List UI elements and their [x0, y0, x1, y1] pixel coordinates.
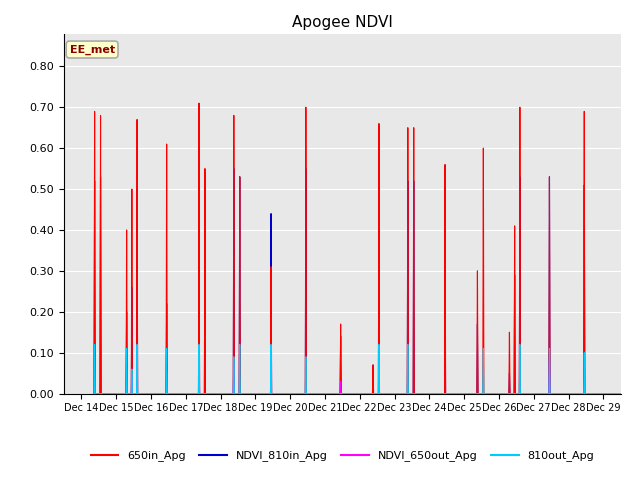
Title: Apogee NDVI: Apogee NDVI [292, 15, 393, 30]
Text: EE_met: EE_met [70, 44, 115, 55]
Legend: 650in_Apg, NDVI_810in_Apg, NDVI_650out_Apg, 810out_Apg: 650in_Apg, NDVI_810in_Apg, NDVI_650out_A… [86, 446, 598, 466]
